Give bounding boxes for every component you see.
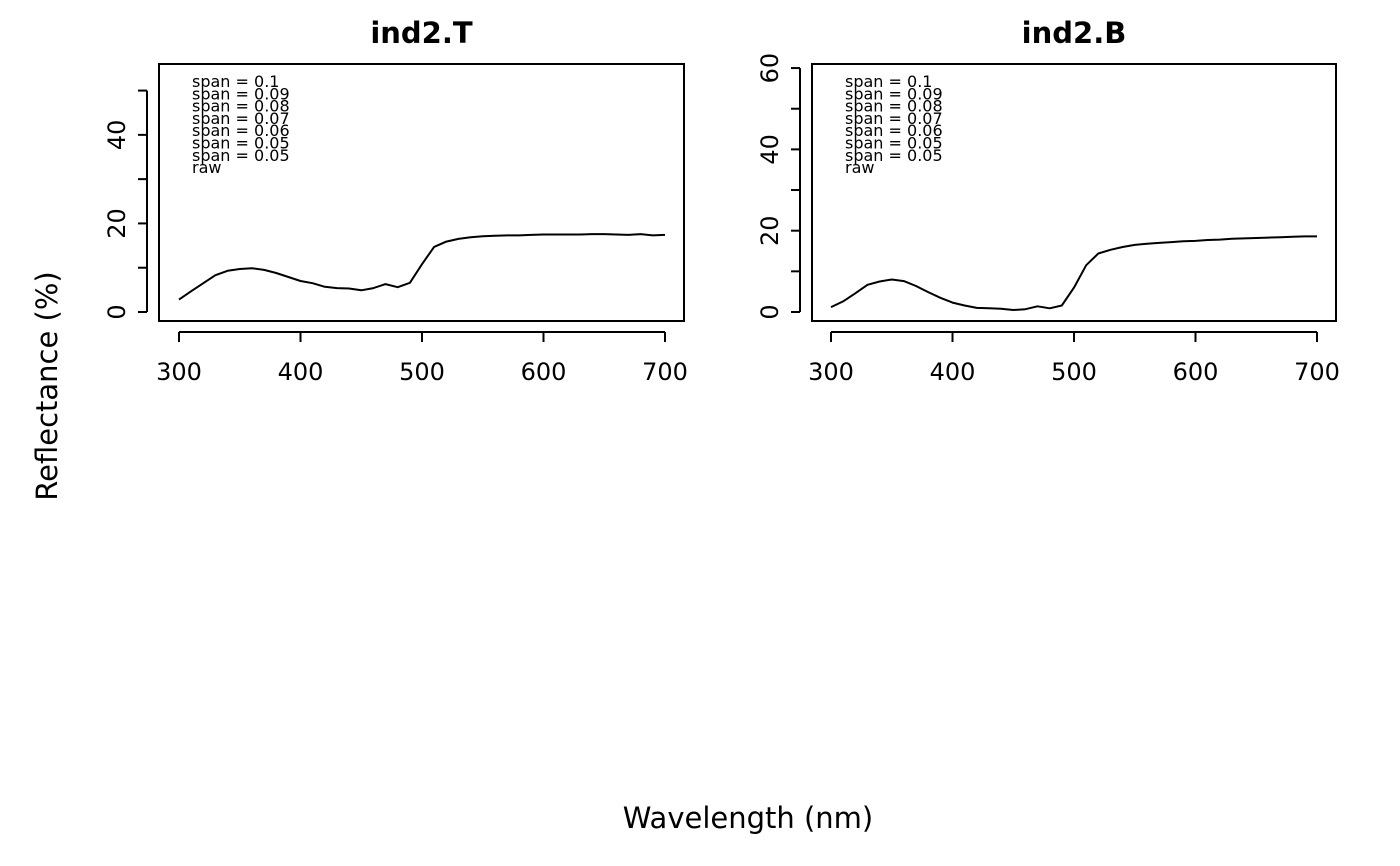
legend-entry: span = 0.05 [192, 146, 290, 165]
x-tick-label: 300 [156, 358, 202, 386]
legend-entry: span = 0.08 [192, 97, 290, 116]
legend-entry: span = 0.05 [845, 146, 943, 165]
x-tick-label: 400 [930, 358, 976, 386]
legend-entry: span = 0.06 [192, 121, 290, 140]
legend-entry: span = 0.08 [845, 97, 943, 116]
y-tick-label: 40 [103, 120, 131, 151]
x-tick-label: 500 [1051, 358, 1097, 386]
y-tick-label: 0 [103, 304, 131, 319]
panel-title: ind2.B [1022, 16, 1127, 50]
legend-entry: span = 0.05 [192, 134, 290, 153]
series-line [178, 233, 666, 301]
x-tick-label: 700 [1294, 358, 1340, 386]
legend-entry: span = 0.09 [192, 84, 290, 103]
legend-entry: span = 0.07 [192, 109, 290, 128]
y-tick-label: 20 [756, 215, 784, 246]
legend-entry: span = 0.06 [845, 121, 943, 140]
y-tick-label: 40 [756, 134, 784, 165]
series-line [830, 235, 1317, 311]
x-tick-label: 500 [399, 358, 445, 386]
y-tick-label: 20 [103, 208, 131, 239]
x-tick-label: 300 [808, 358, 854, 386]
panel-title: ind2.T [370, 16, 473, 50]
x-tick-label: 700 [642, 358, 688, 386]
y-tick-label: 60 [756, 53, 784, 84]
plot-frame [158, 63, 685, 322]
legend-entry: span = 0.07 [845, 109, 943, 128]
legend-entry: raw [192, 158, 221, 177]
legend-entry: span = 0.05 [845, 134, 943, 153]
legend-entry: span = 0.09 [845, 84, 943, 103]
plot-frame [811, 63, 1337, 322]
legend-entry: span = 0.1 [192, 72, 279, 91]
legend-entry: raw [845, 158, 874, 177]
x-tick-label: 600 [521, 358, 567, 386]
y-tick-label: 0 [756, 304, 784, 319]
legend-entry: span = 0.1 [845, 72, 932, 91]
x-axis-label: Wavelength (nm) [623, 801, 874, 835]
x-tick-label: 600 [1173, 358, 1219, 386]
y-axis-label: Reflectance (%) [30, 271, 64, 500]
x-tick-label: 400 [278, 358, 324, 386]
